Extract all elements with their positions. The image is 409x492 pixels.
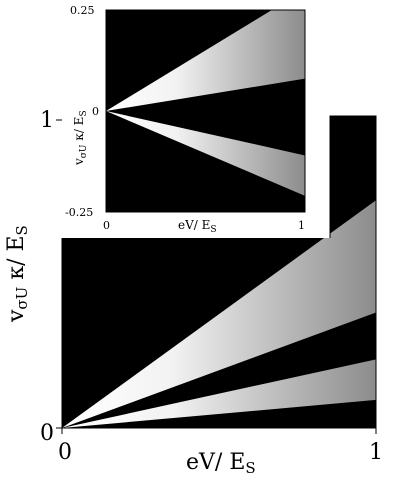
main-y-axis-label-rest: κ/ E bbox=[4, 235, 29, 287]
inset-y-axis-label-sub: σU bbox=[79, 144, 89, 159]
inset-y-axis-label-sub2: S bbox=[79, 110, 89, 117]
inset-x-axis-label-text: eV/ E bbox=[178, 218, 211, 232]
main-x-axis-label-sub: S bbox=[245, 459, 256, 477]
main-y-axis-label: vσU κ/ ES bbox=[4, 225, 31, 322]
inset-y-tick-mid: 0 bbox=[92, 105, 99, 118]
main-x-axis-label: eV/ ES bbox=[186, 452, 256, 476]
inset-y-axis-label: vσU κ/ ES bbox=[72, 110, 89, 165]
main-y-axis-label-sub: σU bbox=[13, 286, 31, 310]
inset-band-1 bbox=[106, 111, 305, 196]
inset-y-axis-label-rest: κ/ E bbox=[72, 116, 86, 145]
inset-x-tick-0: 0 bbox=[103, 219, 110, 232]
main-x-axis-label-text: eV/ E bbox=[186, 450, 246, 475]
main-x-tick-0: 0 bbox=[58, 440, 72, 465]
main-band-0 bbox=[62, 200, 376, 428]
inset-frame bbox=[105, 9, 306, 213]
inset-plot-area bbox=[106, 10, 305, 212]
inset-x-axis-label-sub: S bbox=[210, 225, 217, 235]
inset-band-0 bbox=[106, 10, 305, 111]
inset-y-tick-bottom: -0.25 bbox=[65, 206, 94, 219]
main-y-axis-label-sub2: S bbox=[13, 225, 31, 236]
main-y-tick-1: 1 bbox=[40, 108, 54, 133]
main-y-tick-0: 0 bbox=[40, 421, 54, 446]
main-band-1 bbox=[62, 359, 376, 428]
inset-x-tick-1: 1 bbox=[298, 219, 305, 232]
main-y-axis-label-text: v bbox=[4, 309, 29, 322]
inset-y-axis-label-text: v bbox=[72, 158, 86, 165]
inset-x-axis-label: eV/ ES bbox=[178, 219, 217, 235]
inset-y-tick-top: 0.25 bbox=[70, 4, 95, 17]
main-frame bbox=[61, 115, 377, 429]
main-x-tick-1: 1 bbox=[369, 440, 383, 465]
